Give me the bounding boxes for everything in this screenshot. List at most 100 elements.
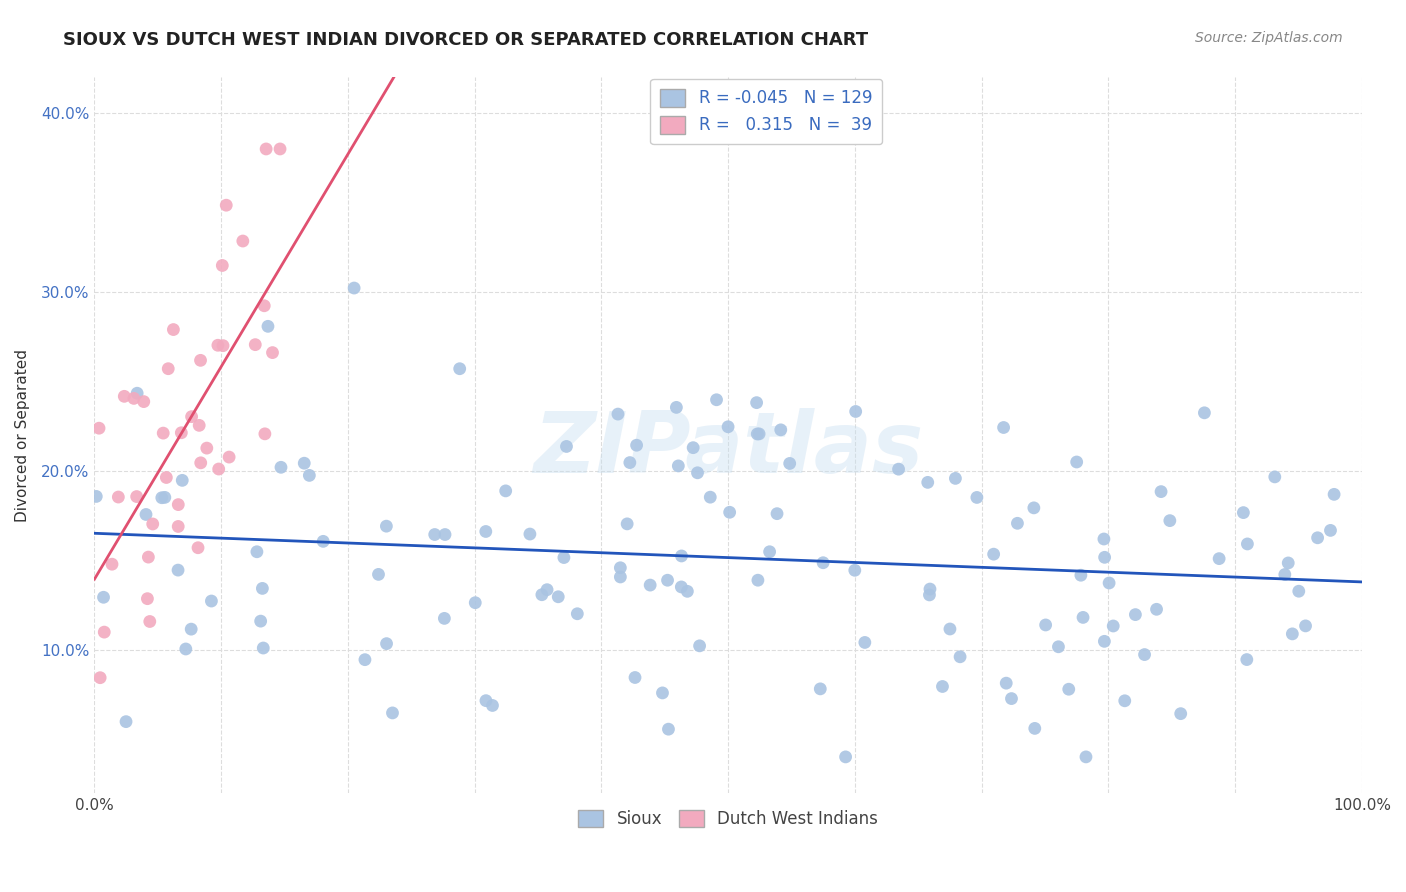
Point [375, 637, 398, 651]
Point [188, 418, 211, 433]
Point [93, 625, 115, 640]
Point [87, 421, 110, 435]
Point [122, 392, 145, 406]
Point [657, 722, 679, 736]
Point [1022, 500, 1045, 515]
Point [434, 527, 457, 541]
Point [758, 545, 780, 559]
Point [699, 490, 721, 504]
Point [609, 570, 631, 584]
Point [1092, 634, 1115, 648]
Point [190, 353, 212, 368]
Point [1071, 610, 1094, 624]
Text: Source: ZipAtlas.com: Source: ZipAtlas.com [1195, 31, 1343, 45]
Point [676, 584, 699, 599]
Point [89, 671, 111, 685]
Point [766, 507, 789, 521]
Point [717, 419, 740, 434]
Text: ZIPatlas: ZIPatlas [533, 408, 924, 491]
Point [811, 556, 834, 570]
Point [481, 698, 503, 713]
Point [706, 392, 728, 407]
Point [1098, 576, 1121, 591]
Point [834, 750, 856, 764]
Point [252, 640, 274, 655]
Point [167, 563, 190, 577]
Point [966, 491, 988, 505]
Point [253, 426, 276, 441]
Point [1194, 406, 1216, 420]
Point [747, 426, 769, 441]
Point [555, 439, 578, 453]
Point [918, 588, 941, 602]
Point [253, 299, 276, 313]
Point [433, 611, 456, 625]
Point [536, 582, 558, 597]
Point [1150, 484, 1173, 499]
Point [1295, 619, 1317, 633]
Point [1057, 682, 1080, 697]
Point [249, 614, 271, 628]
Point [132, 394, 155, 409]
Point [553, 550, 575, 565]
Point [1133, 648, 1156, 662]
Point [530, 588, 553, 602]
Point [150, 491, 173, 505]
Point [1000, 691, 1022, 706]
Point [519, 527, 541, 541]
Point [808, 681, 831, 696]
Point [887, 462, 910, 476]
Point [995, 676, 1018, 690]
Point [686, 466, 709, 480]
Point [107, 490, 129, 504]
Point [93, 591, 115, 605]
Point [1319, 524, 1341, 538]
Point [939, 622, 962, 636]
Point [1074, 750, 1097, 764]
Y-axis label: Divorced or Separated: Divorced or Separated [15, 349, 30, 522]
Point [567, 607, 589, 621]
Point [1232, 506, 1254, 520]
Point [167, 498, 190, 512]
Point [747, 573, 769, 587]
Point [138, 550, 160, 565]
Point [292, 456, 315, 470]
Point [1281, 627, 1303, 641]
Point [232, 234, 254, 248]
Point [1146, 602, 1168, 616]
Point [1102, 619, 1125, 633]
Point [657, 573, 679, 587]
Point [718, 505, 741, 519]
Point [245, 337, 267, 351]
Point [682, 441, 704, 455]
Point [1092, 532, 1115, 546]
Point [1114, 694, 1136, 708]
Point [547, 590, 569, 604]
Point [1024, 722, 1046, 736]
Point [1274, 567, 1296, 582]
Point [993, 420, 1015, 434]
Point [671, 549, 693, 563]
Point [689, 639, 711, 653]
Point [262, 345, 284, 359]
Point [153, 491, 176, 505]
Point [269, 142, 291, 156]
Point [1236, 537, 1258, 551]
Point [218, 450, 240, 464]
Point [945, 471, 967, 485]
Point [665, 401, 688, 415]
Point [180, 409, 202, 424]
Point [1288, 584, 1310, 599]
Point [464, 596, 486, 610]
Point [180, 622, 202, 636]
Point [931, 680, 953, 694]
Point [449, 361, 471, 376]
Point [135, 508, 157, 522]
Point [1170, 706, 1192, 721]
Point [152, 426, 174, 441]
Point [638, 578, 661, 592]
Point [495, 483, 517, 498]
Point [475, 524, 498, 539]
Point [745, 395, 768, 409]
Point [139, 615, 162, 629]
